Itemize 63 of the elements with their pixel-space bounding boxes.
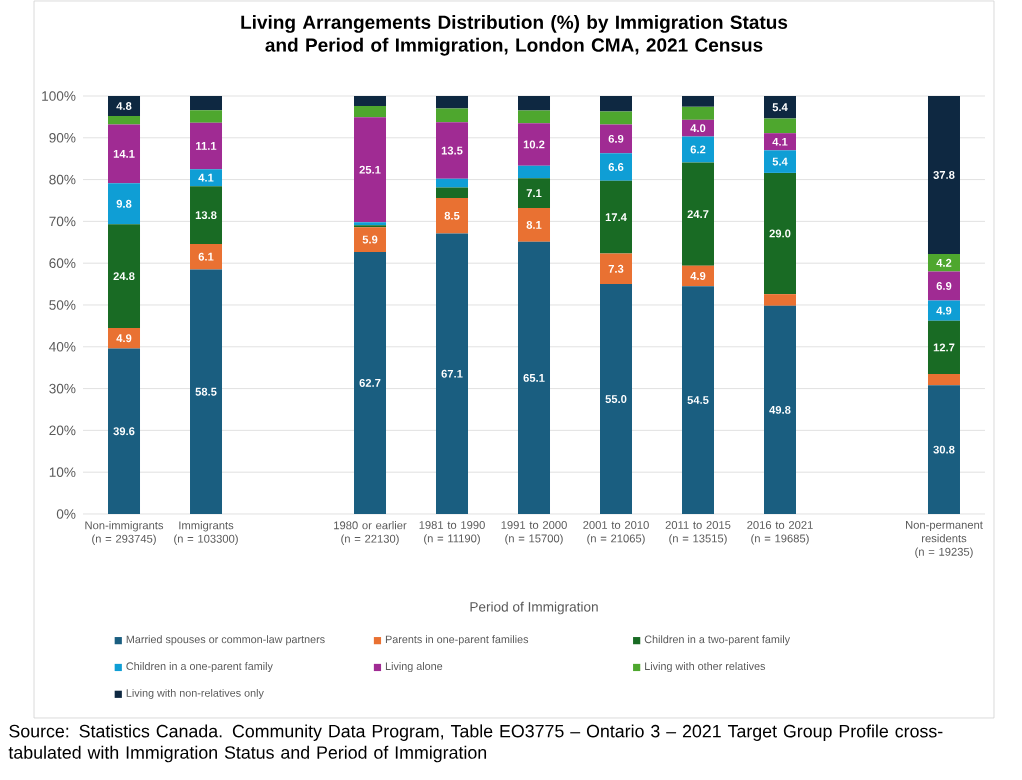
bar — [764, 305, 796, 514]
bar — [108, 327, 141, 349]
source-note: Source: Statistics Canada. Community Data Program, Table EO3775 – Ontario 3 – 2021 Target Group Profile cross-tabulated with Immigration Status and Period of Immigration — [8, 724, 943, 763]
bar — [600, 284, 633, 514]
bar — [354, 117, 387, 223]
bar — [436, 178, 469, 188]
bar — [927, 373, 960, 386]
bar — [927, 300, 960, 321]
bar — [682, 119, 714, 137]
bar — [682, 106, 714, 120]
bar — [436, 233, 469, 514]
bar — [190, 243, 223, 270]
chart-title: Living Arrangements Distribution (%) by Immigration Status and Period of Immigration, London CMA, 2021 Census — [241, 15, 788, 56]
bar — [600, 95, 633, 112]
bar — [190, 186, 223, 244]
bar — [927, 95, 960, 254]
bar — [108, 183, 141, 225]
bar — [190, 122, 223, 170]
bar — [518, 110, 551, 124]
bar — [600, 111, 633, 125]
bar — [354, 106, 387, 118]
bar — [764, 95, 796, 119]
bar — [682, 286, 714, 514]
bar — [436, 108, 469, 123]
bar — [108, 348, 141, 514]
bar — [354, 227, 387, 252]
bar — [190, 269, 223, 514]
bar — [190, 169, 223, 187]
bar — [764, 172, 796, 295]
bar — [764, 118, 796, 134]
bar — [764, 133, 796, 151]
bar — [518, 241, 551, 514]
bar — [190, 95, 223, 111]
bar — [108, 95, 141, 117]
bar — [600, 253, 633, 285]
bar — [436, 122, 469, 179]
bar — [518, 165, 551, 179]
bar — [600, 180, 633, 254]
bar — [764, 150, 796, 173]
bar — [354, 95, 387, 107]
bar — [927, 385, 960, 514]
bar — [682, 95, 714, 107]
bar — [436, 95, 469, 109]
bar — [518, 178, 551, 208]
bar — [436, 197, 469, 234]
bar — [682, 162, 714, 266]
bar — [682, 136, 714, 163]
bar — [764, 294, 796, 306]
bar — [927, 253, 960, 272]
bar — [682, 265, 714, 287]
bar — [190, 110, 223, 123]
bar — [354, 251, 387, 514]
bar — [600, 153, 633, 181]
bar — [436, 187, 469, 198]
bar — [518, 95, 551, 111]
bar — [600, 124, 633, 154]
bar — [518, 208, 551, 242]
bar — [108, 124, 141, 184]
bar — [108, 116, 141, 125]
bar — [108, 224, 141, 328]
bar — [927, 271, 960, 301]
bar — [927, 320, 960, 374]
bar — [518, 123, 551, 166]
